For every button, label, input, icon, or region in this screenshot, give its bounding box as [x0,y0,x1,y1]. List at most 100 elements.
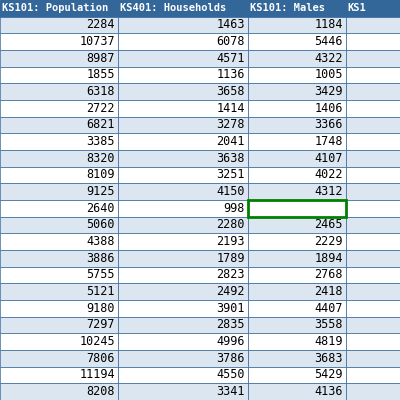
Bar [118,267,248,283]
Bar [248,33,346,50]
Bar [248,150,346,167]
Text: 2768: 2768 [314,268,343,282]
Bar [248,250,346,267]
Text: 4571: 4571 [216,52,245,65]
Bar [118,383,248,400]
Text: 998: 998 [224,202,245,215]
Text: 6821: 6821 [86,118,115,132]
Bar [346,317,400,333]
Text: 3658: 3658 [216,85,245,98]
Text: 3341: 3341 [216,385,245,398]
Text: 3901: 3901 [216,302,245,315]
Text: 3251: 3251 [216,168,245,182]
Bar [346,50,400,67]
Bar [118,100,248,117]
Text: 4550: 4550 [216,368,245,382]
Text: 2722: 2722 [86,102,115,115]
Bar [346,67,400,83]
Bar [0,233,118,250]
Bar [118,17,248,33]
Bar [0,167,118,183]
Bar [0,317,118,333]
Bar [248,117,346,133]
Text: 4388: 4388 [86,235,115,248]
Text: 1855: 1855 [86,68,115,82]
Bar [248,67,346,83]
Bar [248,217,346,233]
Bar [118,200,248,217]
Bar [346,133,400,150]
Text: 5121: 5121 [86,285,115,298]
Bar [0,67,118,83]
Bar [0,267,118,283]
Bar [248,133,346,150]
Bar [346,17,400,33]
Bar [248,200,346,217]
Bar [346,367,400,383]
Text: 4819: 4819 [314,335,343,348]
Bar [346,100,400,117]
Text: 2835: 2835 [216,318,245,332]
Bar [0,50,118,67]
Bar [248,0,346,17]
Bar [118,217,248,233]
Bar [118,150,248,167]
Bar [346,167,400,183]
Text: 4312: 4312 [314,185,343,198]
Text: 5755: 5755 [86,268,115,282]
Bar [346,0,400,17]
Bar [248,167,346,183]
Bar [118,367,248,383]
Bar [248,333,346,350]
Bar [346,250,400,267]
Text: 4107: 4107 [314,152,343,165]
Text: 1136: 1136 [216,68,245,82]
Bar [346,217,400,233]
Bar [118,333,248,350]
Text: 1184: 1184 [314,18,343,32]
Text: 3429: 3429 [314,85,343,98]
Bar [346,83,400,100]
Bar [248,383,346,400]
Text: 1414: 1414 [216,102,245,115]
Bar [248,183,346,200]
Bar [0,17,118,33]
Text: 2193: 2193 [216,235,245,248]
Text: 7297: 7297 [86,318,115,332]
Bar [248,350,346,367]
Text: 8109: 8109 [86,168,115,182]
Text: 3638: 3638 [216,152,245,165]
Bar [346,150,400,167]
Bar [248,100,346,117]
Text: 10737: 10737 [79,35,115,48]
Bar [248,83,346,100]
Bar [118,233,248,250]
Bar [0,100,118,117]
Bar [118,33,248,50]
Bar [0,383,118,400]
Bar [346,283,400,300]
Text: 11194: 11194 [79,368,115,382]
Bar [346,333,400,350]
Bar [0,367,118,383]
Text: 3366: 3366 [314,118,343,132]
Bar [346,350,400,367]
Text: 1894: 1894 [314,252,343,265]
Bar [118,0,248,17]
Bar [0,117,118,133]
Text: 5060: 5060 [86,218,115,232]
Bar [346,183,400,200]
Text: 8987: 8987 [86,52,115,65]
Text: 1789: 1789 [216,252,245,265]
Text: 1406: 1406 [314,102,343,115]
Bar [118,283,248,300]
Bar [0,33,118,50]
Text: 2284: 2284 [86,18,115,32]
Bar [0,300,118,317]
Text: 2823: 2823 [216,268,245,282]
Bar [248,50,346,67]
Bar [118,83,248,100]
Bar [0,183,118,200]
Text: 7806: 7806 [86,352,115,365]
Text: 3886: 3886 [86,252,115,265]
